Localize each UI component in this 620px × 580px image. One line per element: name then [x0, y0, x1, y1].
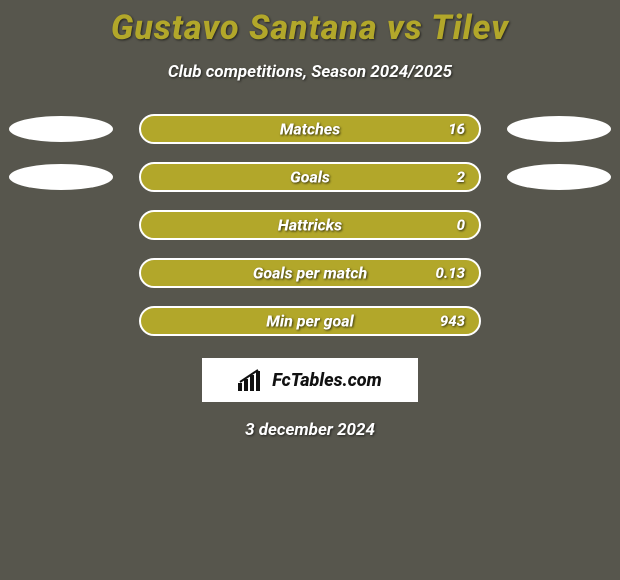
stat-bar: Matches 16: [139, 114, 481, 144]
left-oval: [9, 164, 113, 190]
bar-chart-icon: [238, 369, 264, 391]
branding: FcTables.com: [0, 358, 620, 402]
brand-text: FcTables.com: [272, 370, 381, 391]
left-oval: [9, 116, 113, 142]
stat-value: 16: [448, 120, 465, 138]
stat-value: 943: [440, 312, 465, 330]
stat-row: Min per goal 943: [0, 306, 620, 336]
right-spacer: [507, 308, 611, 334]
stat-bar: Hattricks 0: [139, 210, 481, 240]
left-spacer: [9, 308, 113, 334]
left-spacer: [9, 212, 113, 238]
right-spacer: [507, 212, 611, 238]
left-spacer: [9, 260, 113, 286]
right-oval: [507, 116, 611, 142]
date: 3 december 2024: [0, 420, 620, 440]
stat-bar: Min per goal 943: [139, 306, 481, 336]
subtitle: Club competitions, Season 2024/2025: [0, 62, 620, 82]
stat-row: Matches 16: [0, 114, 620, 144]
stat-label: Min per goal: [266, 312, 353, 331]
brand-box: FcTables.com: [202, 358, 418, 402]
right-spacer: [507, 260, 611, 286]
stat-label: Goals: [290, 168, 330, 187]
stat-row: Goals per match 0.13: [0, 258, 620, 288]
stat-value: 2: [457, 168, 465, 186]
stat-value: 0: [457, 216, 465, 234]
page-title: Gustavo Santana vs Tilev: [0, 0, 620, 48]
stat-label: Hattricks: [278, 216, 342, 235]
stat-label: Goals per match: [253, 264, 367, 283]
stat-value: 0.13: [436, 264, 465, 282]
right-oval: [507, 164, 611, 190]
stat-row: Hattricks 0: [0, 210, 620, 240]
stat-bar: Goals 2: [139, 162, 481, 192]
stats-container: Matches 16 Goals 2 Hattricks 0 Goals per match…: [0, 114, 620, 336]
comparison-infographic: Gustavo Santana vs Tilev Club competitio…: [0, 0, 620, 580]
stat-bar: Goals per match 0.13: [139, 258, 481, 288]
stat-label: Matches: [280, 120, 340, 139]
stat-row: Goals 2: [0, 162, 620, 192]
